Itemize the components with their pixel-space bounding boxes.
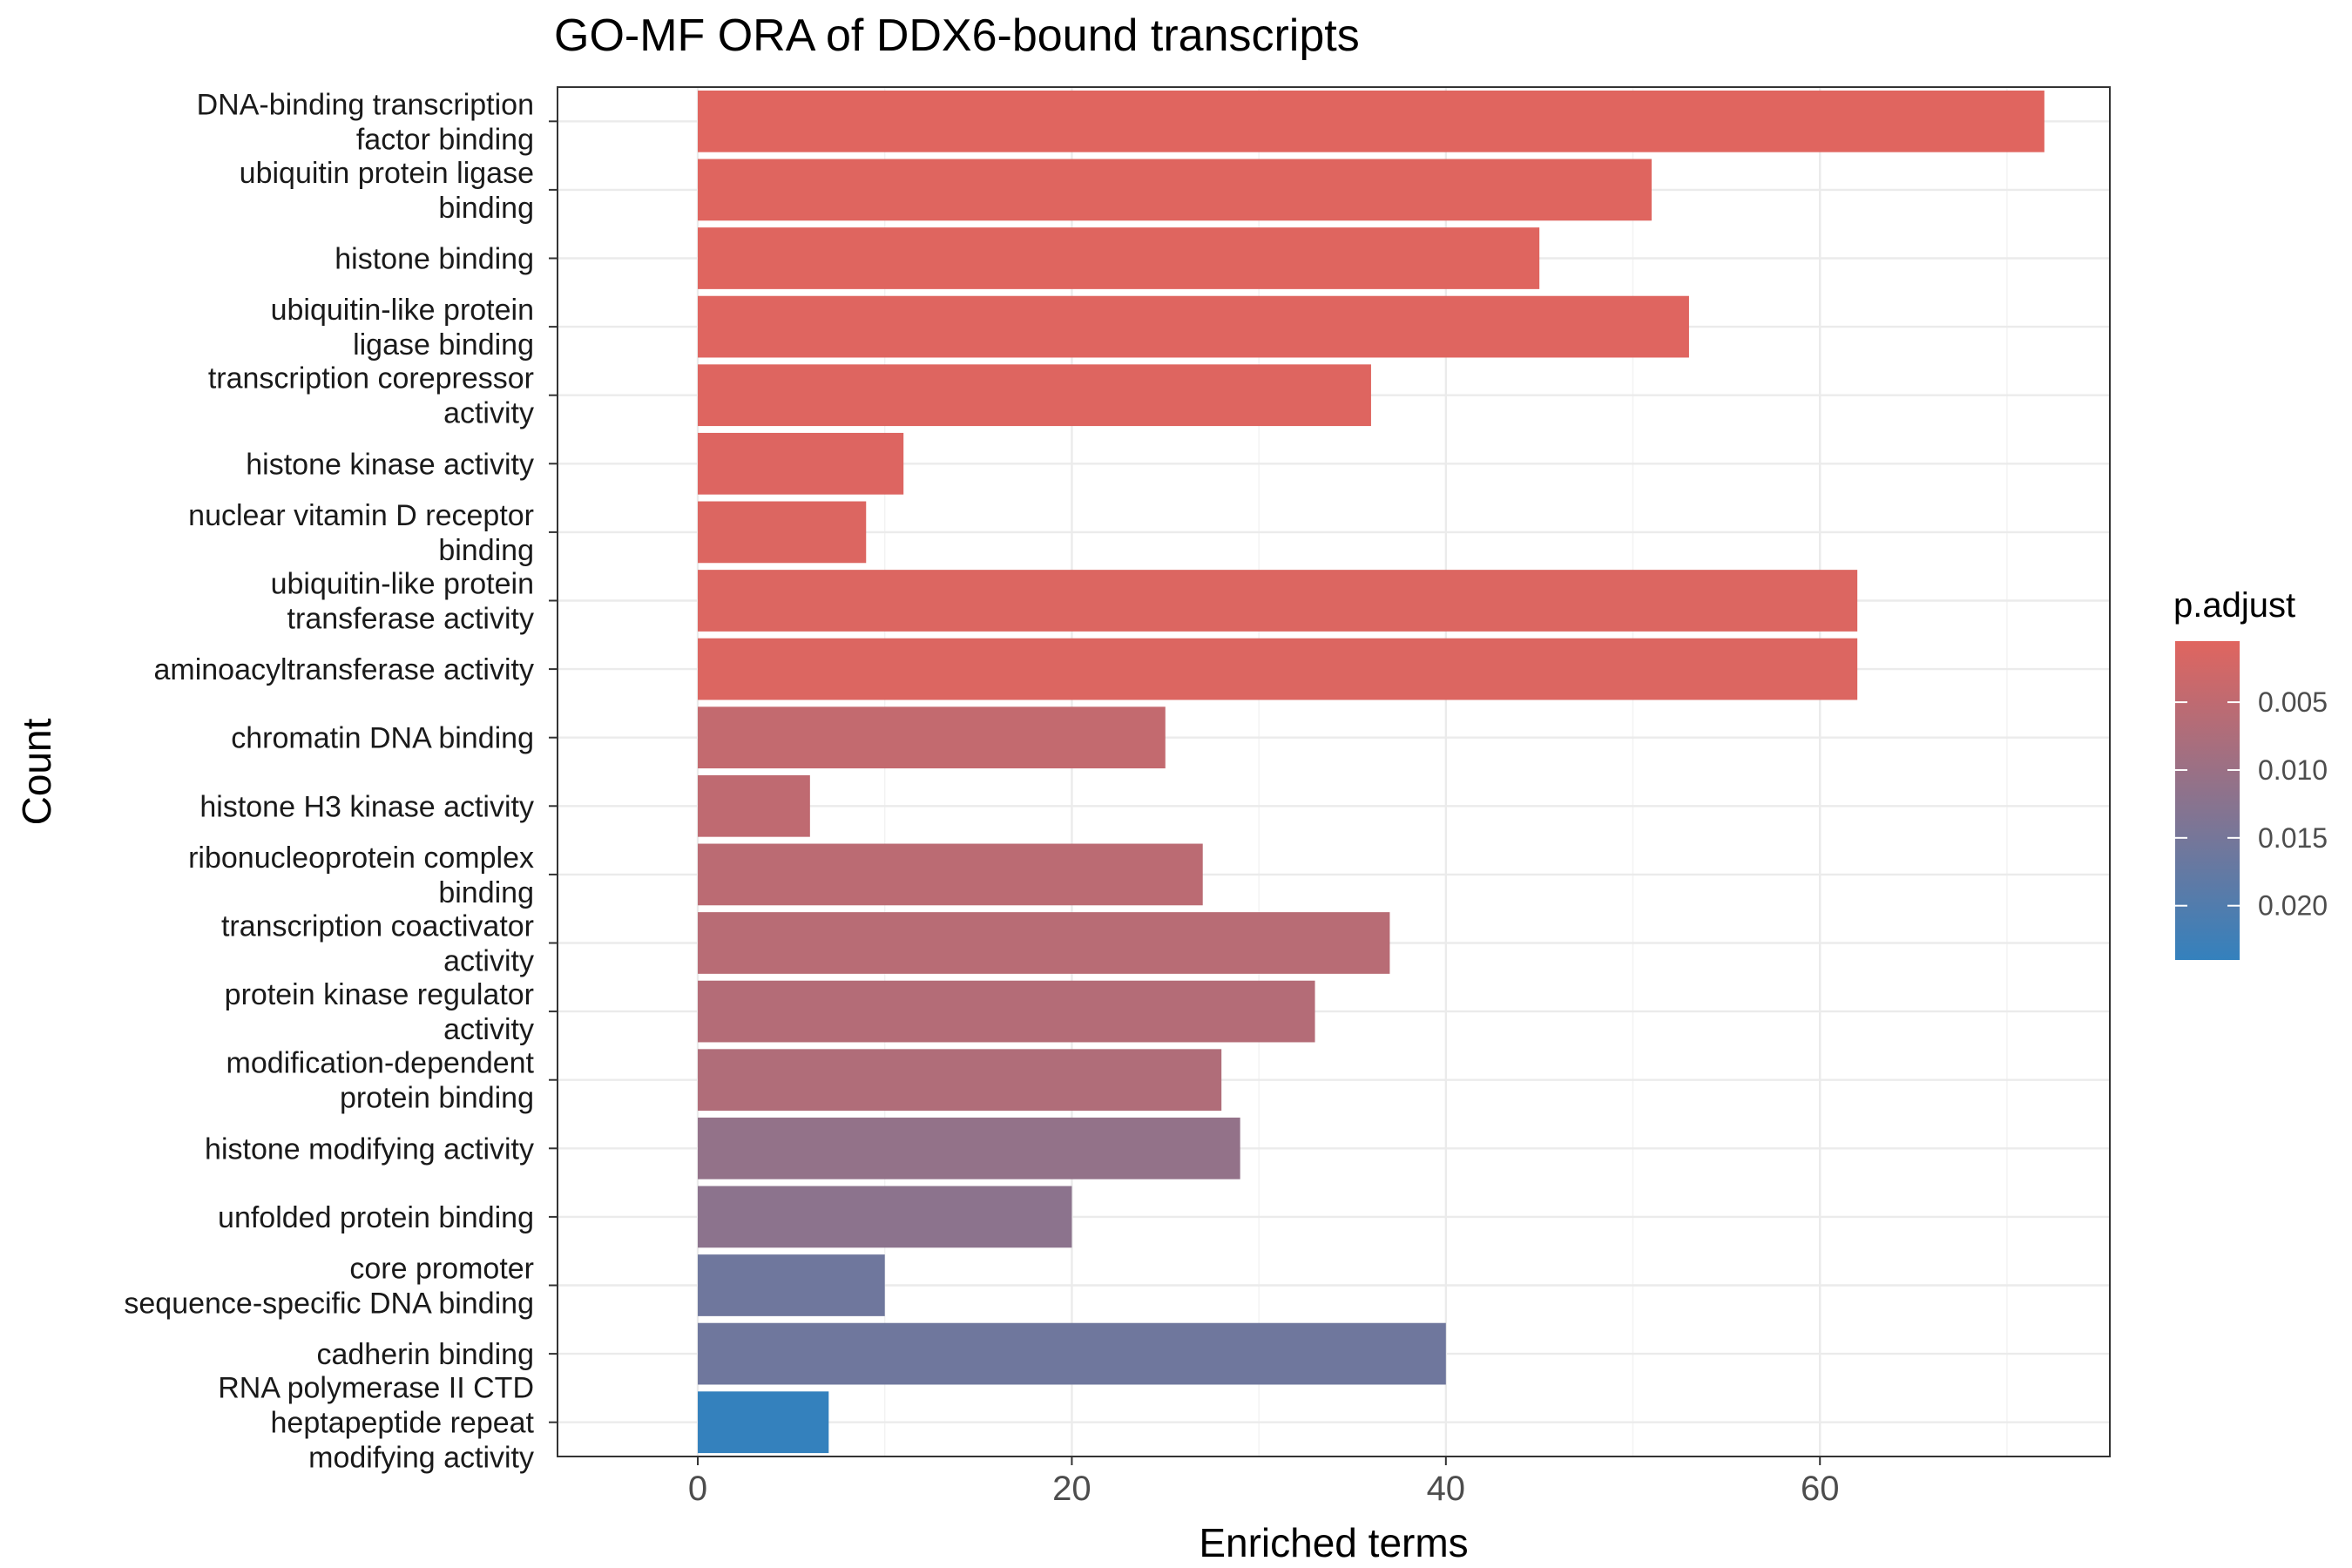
bar bbox=[698, 1322, 1446, 1385]
bar bbox=[698, 227, 1540, 289]
y-tick-label: transcription corepressor activity bbox=[208, 362, 534, 430]
x-tick-label: 20 bbox=[1052, 1470, 1092, 1508]
legend-colorbar bbox=[2175, 641, 2240, 960]
bar bbox=[698, 774, 810, 837]
y-tick-label: modification-dependent protein binding bbox=[226, 1047, 535, 1115]
y-tick-label: ubiquitin-like protein ligase binding bbox=[271, 294, 534, 362]
y-tick-label: DNA-binding transcription factor binding bbox=[197, 88, 534, 156]
legend-tick-label: 0.005 bbox=[2258, 686, 2328, 718]
x-tick-label: 60 bbox=[1801, 1470, 1840, 1508]
legend-tick-label: 0.020 bbox=[2258, 890, 2328, 922]
legend-tick-label: 0.015 bbox=[2258, 822, 2328, 854]
y-tick-label: RNA polymerase II CTD heptapeptide repeat… bbox=[218, 1372, 534, 1475]
x-tick-label: 40 bbox=[1427, 1470, 1466, 1508]
bar bbox=[698, 501, 867, 564]
bar bbox=[698, 1117, 1240, 1179]
bar bbox=[698, 843, 1203, 906]
y-axis: DNA-binding transcription factor bindingu… bbox=[124, 88, 558, 1475]
y-tick-label: chromatin DNA binding bbox=[231, 722, 534, 755]
y-tick-label: histone kinase activity bbox=[246, 448, 534, 481]
bar bbox=[698, 1186, 1072, 1248]
y-tick-label: core promoter sequence-specific DNA bindi… bbox=[124, 1253, 534, 1321]
y-tick-label: histone binding bbox=[335, 243, 534, 276]
y-axis-title: Count bbox=[14, 718, 59, 825]
y-tick-label: nuclear vitamin D receptor binding bbox=[188, 499, 534, 567]
legend-title: p.adjust bbox=[2173, 586, 2295, 625]
x-tick-label: 0 bbox=[688, 1470, 707, 1508]
y-tick-label: ubiquitin-like protein transferase activi… bbox=[271, 568, 534, 636]
y-tick-label: unfolded protein binding bbox=[218, 1201, 534, 1234]
bar bbox=[698, 1254, 885, 1316]
y-tick-label: aminoacyltransferase activity bbox=[153, 653, 534, 686]
y-tick-label: transcription coactivator activity bbox=[221, 910, 534, 978]
plot-panel-background bbox=[558, 87, 2110, 1456]
y-tick-label: protein kinase regulator activity bbox=[225, 978, 534, 1046]
bar bbox=[698, 295, 1689, 358]
bar bbox=[698, 570, 1858, 632]
bar bbox=[698, 159, 1652, 221]
x-axis-title: Enriched terms bbox=[1199, 1520, 1468, 1565]
bar bbox=[698, 706, 1166, 769]
legend-ticks: 0.005 0.010 0.015 0.020 bbox=[2175, 686, 2328, 922]
bar bbox=[698, 980, 1315, 1043]
x-axis: 0 20 40 60 bbox=[688, 1456, 1840, 1508]
bar bbox=[698, 638, 1858, 700]
y-tick-label: histone modifying activity bbox=[205, 1132, 534, 1166]
plot-panel-border bbox=[557, 86, 2111, 1457]
bar bbox=[698, 1049, 1222, 1112]
y-tick-label: ubiquitin protein ligase binding bbox=[240, 157, 534, 225]
y-tick-label: histone H3 kinase activity bbox=[199, 790, 534, 823]
bar bbox=[698, 1391, 829, 1454]
color-legend: p.adjust 0.005 0.010 0.015 0.020 bbox=[2173, 586, 2328, 960]
y-tick-label: ribonucleoprotein complex binding bbox=[188, 841, 534, 909]
bars bbox=[698, 90, 2044, 1454]
bar bbox=[698, 90, 2044, 152]
legend-tick-label: 0.010 bbox=[2258, 754, 2328, 786]
bar bbox=[698, 912, 1390, 974]
y-tick-label: cadherin binding bbox=[316, 1338, 534, 1371]
bar bbox=[698, 364, 1371, 427]
bar bbox=[698, 432, 904, 495]
chart-title: GO-MF ORA of DDX6-bound transcripts bbox=[554, 10, 1360, 61]
